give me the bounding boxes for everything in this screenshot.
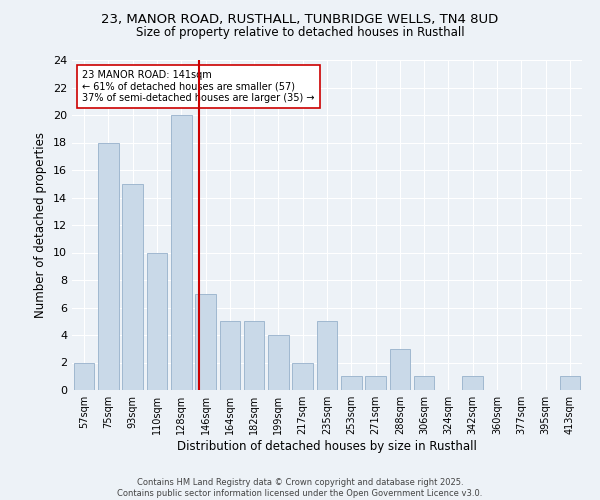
Bar bbox=[365, 376, 386, 390]
Bar bbox=[463, 376, 483, 390]
Bar bbox=[220, 322, 240, 390]
Bar bbox=[414, 376, 434, 390]
X-axis label: Distribution of detached houses by size in Rusthall: Distribution of detached houses by size … bbox=[177, 440, 477, 453]
Bar bbox=[98, 142, 119, 390]
Y-axis label: Number of detached properties: Number of detached properties bbox=[34, 132, 47, 318]
Bar bbox=[292, 362, 313, 390]
Bar bbox=[244, 322, 265, 390]
Bar bbox=[560, 376, 580, 390]
Text: Contains HM Land Registry data © Crown copyright and database right 2025.
Contai: Contains HM Land Registry data © Crown c… bbox=[118, 478, 482, 498]
Text: Size of property relative to detached houses in Rusthall: Size of property relative to detached ho… bbox=[136, 26, 464, 39]
Bar bbox=[74, 362, 94, 390]
Text: 23, MANOR ROAD, RUSTHALL, TUNBRIDGE WELLS, TN4 8UD: 23, MANOR ROAD, RUSTHALL, TUNBRIDGE WELL… bbox=[101, 12, 499, 26]
Bar bbox=[195, 294, 216, 390]
Bar bbox=[122, 184, 143, 390]
Bar bbox=[146, 252, 167, 390]
Bar bbox=[268, 335, 289, 390]
Text: 23 MANOR ROAD: 141sqm
← 61% of detached houses are smaller (57)
37% of semi-deta: 23 MANOR ROAD: 141sqm ← 61% of detached … bbox=[82, 70, 314, 103]
Bar bbox=[389, 349, 410, 390]
Bar bbox=[341, 376, 362, 390]
Bar bbox=[171, 115, 191, 390]
Bar bbox=[317, 322, 337, 390]
